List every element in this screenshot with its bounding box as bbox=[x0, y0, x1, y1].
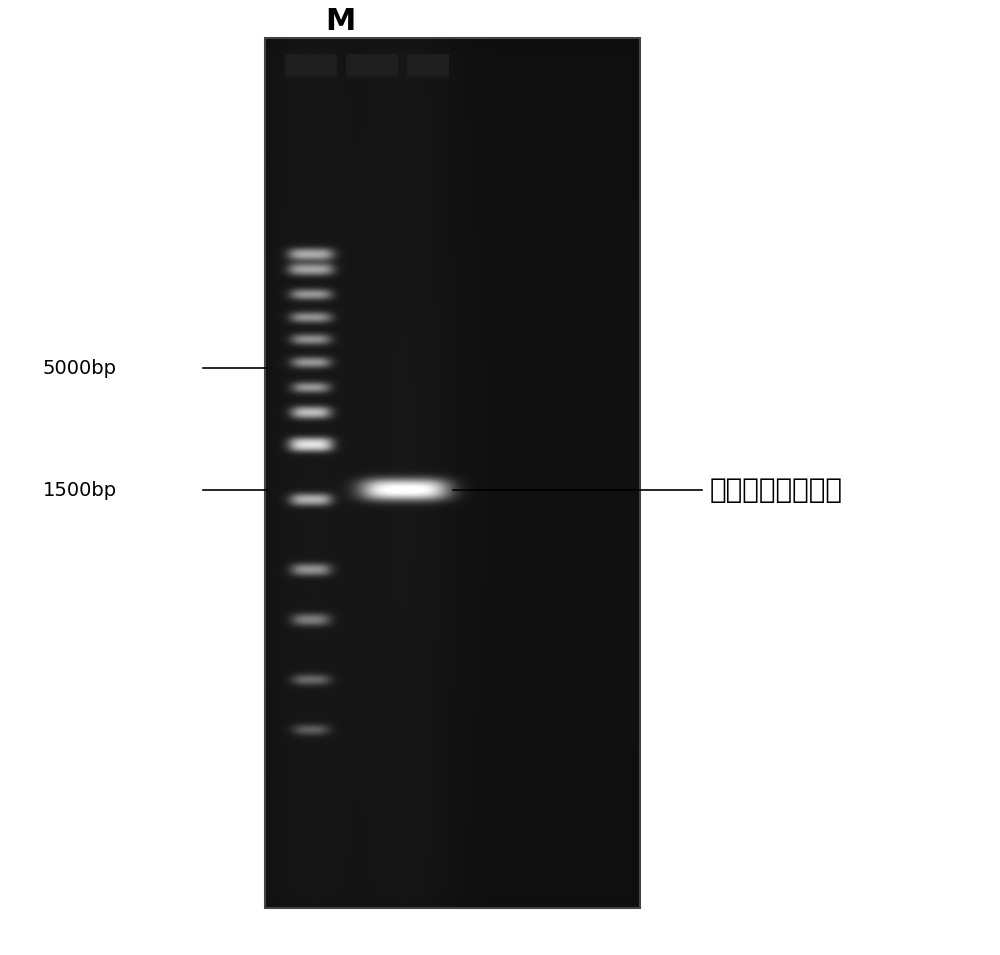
Bar bbox=[265, 38, 640, 908]
Text: M: M bbox=[325, 8, 355, 36]
Text: 蔬糖磷酸化阶基因: 蔬糖磷酸化阶基因 bbox=[710, 476, 843, 504]
Text: 1500bp: 1500bp bbox=[43, 480, 117, 499]
Text: 5000bp: 5000bp bbox=[43, 358, 117, 377]
